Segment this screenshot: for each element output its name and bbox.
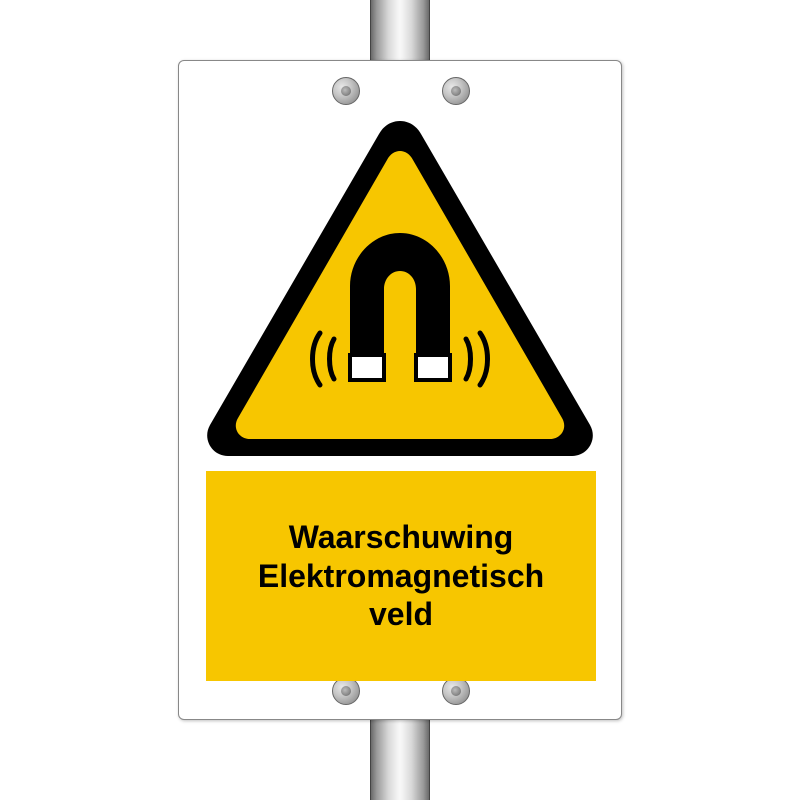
mounting-bolt xyxy=(332,77,360,105)
warning-text-line2: Elektromagnetisch xyxy=(258,557,544,595)
warning-text-line3: veld xyxy=(258,595,544,633)
mounting-bolt xyxy=(442,677,470,705)
warning-sign-panel: Waarschuwing Elektromagnetisch veld xyxy=(178,60,622,720)
mounting-bolt xyxy=(332,677,360,705)
warning-text-panel: Waarschuwing Elektromagnetisch veld xyxy=(206,471,596,681)
triangle-fill xyxy=(236,151,564,439)
warning-triangle xyxy=(200,111,600,461)
warning-text-line1: Waarschuwing xyxy=(258,518,544,556)
warning-text: Waarschuwing Elektromagnetisch veld xyxy=(258,518,544,633)
mounting-bolt xyxy=(442,77,470,105)
